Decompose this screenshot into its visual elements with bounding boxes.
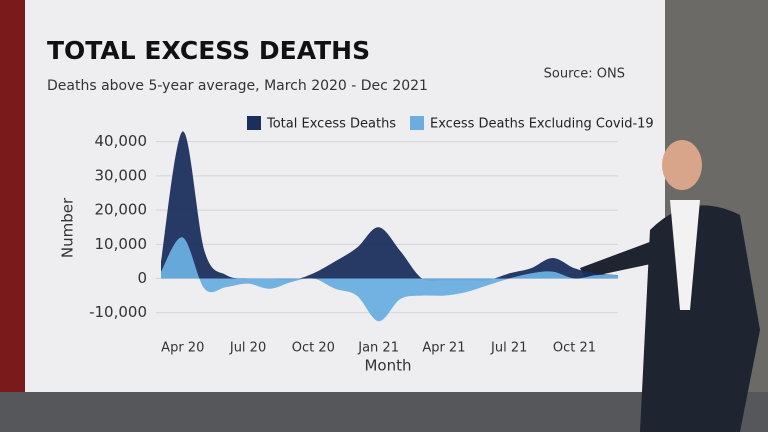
y-tick-label: 10,000 bbox=[95, 235, 148, 253]
x-axis-label: Month bbox=[364, 357, 411, 375]
x-tick-label: Oct 20 bbox=[292, 341, 335, 356]
screen bbox=[25, 0, 665, 392]
y-tick-label: 30,000 bbox=[95, 166, 148, 184]
chart-subtitle: Deaths above 5-year average, March 2020 … bbox=[47, 78, 428, 94]
floor bbox=[0, 392, 768, 432]
y-tick-label: 0 bbox=[137, 269, 147, 287]
presenter-arm bbox=[580, 240, 660, 278]
presenter-head bbox=[662, 140, 702, 190]
legend-swatch bbox=[410, 116, 424, 130]
plot: -10,000 0 10,000 20,000 30,000 40,000 Apr 20 Ju… bbox=[89, 116, 654, 356]
x-tick-label: Jul 21 bbox=[490, 341, 527, 356]
area bbox=[161, 237, 618, 322]
x-tick-label: Jan 21 bbox=[357, 341, 399, 356]
y-tick-label: 20,000 bbox=[95, 201, 148, 219]
y-tick-label: 40,000 bbox=[95, 132, 148, 150]
presenter-body bbox=[640, 205, 760, 432]
area bbox=[161, 131, 618, 282]
x-tick-label: Apr 20 bbox=[161, 341, 204, 356]
presenter-shirt bbox=[670, 200, 700, 310]
y-axis-label: Number bbox=[59, 197, 77, 258]
y-tick-label: -10,000 bbox=[89, 303, 147, 321]
legend-label: Excess Deaths Excluding Covid-19 bbox=[430, 117, 654, 132]
chart-source: Source: ONS bbox=[544, 67, 625, 82]
chart-title: TOTAL EXCESS DEATHS bbox=[47, 36, 370, 65]
x-tick-label: Jul 20 bbox=[229, 341, 266, 356]
legend-label: Total Excess Deaths bbox=[266, 117, 396, 132]
presenter bbox=[580, 140, 760, 432]
x-tick-label: Apr 21 bbox=[422, 341, 465, 356]
x-tick-label: Oct 21 bbox=[553, 341, 596, 356]
legend-swatch bbox=[247, 116, 261, 130]
